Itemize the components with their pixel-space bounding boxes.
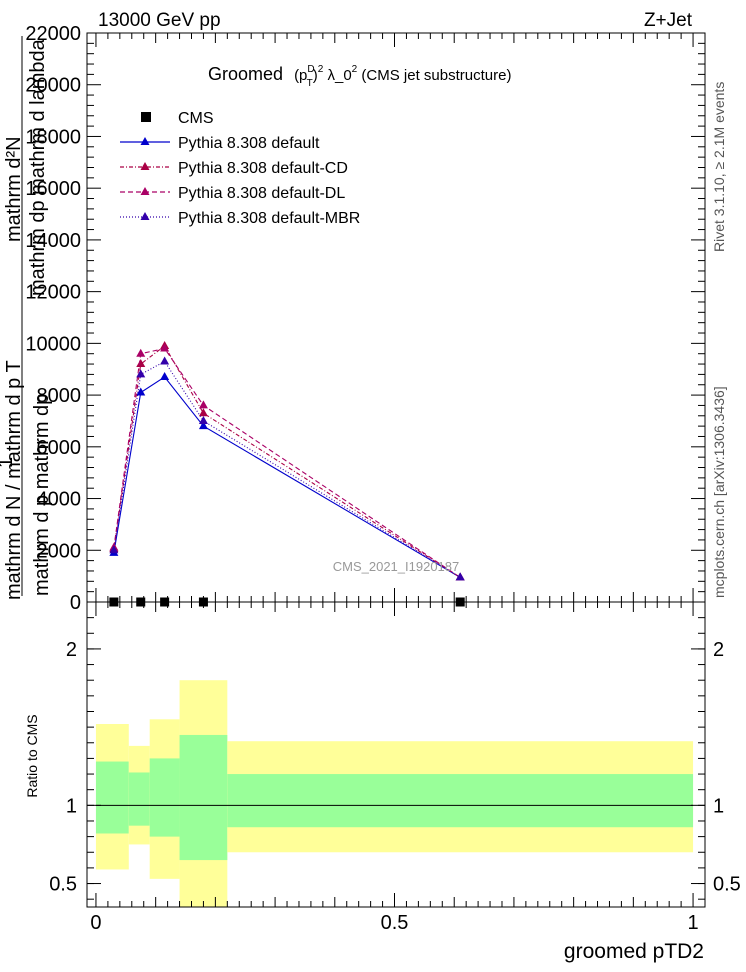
series-marker: [198, 408, 208, 417]
y-tick-label: 0: [70, 592, 81, 614]
ratio-y-label: Ratio to CMS: [24, 714, 40, 797]
title-sup: D: [307, 64, 314, 75]
title-rest: ): [313, 67, 318, 84]
ratio-y-tick-label-right: 2: [713, 639, 724, 661]
legend-marker-cms: [141, 112, 151, 122]
ratio-y-tick-label-right: 1: [713, 795, 724, 817]
main-y-label: mathrm d N / mathrm d p T mathrm d p mat…: [0, 36, 53, 600]
y-tick-label: 6000: [37, 437, 82, 459]
y-tick-label: 22000: [25, 23, 81, 45]
analysis-watermark: CMS_2021_I1920187: [333, 559, 460, 574]
series-marker: [160, 371, 170, 380]
y-tick-label: 12000: [25, 282, 81, 304]
main-curves: [109, 340, 465, 581]
y-tick-label: 14000: [25, 230, 81, 252]
ratio-y-tick-label-right: 0.5: [713, 874, 741, 896]
series-marker: [136, 369, 146, 378]
ylabel-part-5: mathrm dp mathrm d lambda: [27, 38, 49, 296]
legend-label: Pythia 8.308 default-CD: [178, 160, 348, 177]
x-tick-label: 1: [687, 912, 698, 934]
ylabel-part-3: 1: [0, 457, 17, 468]
title-tail: (CMS jet substructure): [357, 67, 511, 84]
title-lambda: λ_0: [323, 67, 351, 84]
x-axis-label: groomed pTD2: [564, 940, 704, 963]
legend-marker: [140, 212, 150, 220]
y-tick-label: 10000: [25, 333, 81, 355]
ratio-frame: [86, 601, 706, 908]
x-tick-label: 0: [90, 912, 101, 934]
series-marker: [109, 545, 119, 554]
title-main: Groomed: [208, 64, 283, 84]
series-marker: [198, 421, 208, 430]
series-marker: [198, 415, 208, 424]
legend-label: CMS: [178, 110, 214, 127]
series-marker: [136, 387, 146, 396]
y-tick-label: 18000: [25, 126, 81, 148]
y-tick-label: 4000: [37, 489, 82, 511]
series-marker: [136, 348, 146, 357]
legend-marker: [140, 137, 150, 145]
ylabel-part-1: mathrm d N / mathrm d p T: [3, 360, 25, 600]
ratio-panel: 2 2 1 1 0.5 0.5 0 0.5 1 Ratio to CMS groomed pTD…: [24, 601, 741, 963]
y-tick-label: 20000: [25, 75, 81, 97]
title-formula: (p: [294, 67, 307, 84]
ratio-bands: [95, 680, 694, 907]
ylabel-part-2: mathrm d p mathrm dp: [31, 394, 53, 596]
series-line: [113, 347, 461, 578]
legend: CMS Pythia 8.308 default Pythia 8.308 defa…: [120, 110, 360, 227]
series-marker: [455, 572, 465, 581]
legend-label: Pythia 8.308 default-MBR: [178, 210, 360, 227]
y-tick-label: 16000: [25, 178, 81, 200]
main-panel: 2200020000180001600014000120001000080006…: [25, 23, 706, 614]
series-line: [113, 345, 461, 578]
ratio-stat-band: [227, 774, 694, 828]
ratio-y-tick-label: 0.5: [49, 874, 77, 896]
ratio-y-tick-label: 1: [66, 795, 77, 817]
title-exp2: 2: [352, 64, 358, 75]
ratio-y-tick-label: 2: [66, 639, 77, 661]
rivet-label: Rivet 3.1.10, ≥ 2.1M events: [711, 82, 727, 252]
y-tick-label: 8000: [37, 385, 82, 407]
ratio-stat-band: [149, 758, 180, 837]
mcplots-label: mcplots.cern.ch [arXiv:1306.3436]: [711, 386, 727, 598]
x-tick-label: 0.5: [381, 912, 409, 934]
main-y-ticks: 2200020000180001600014000120001000080006…: [25, 23, 705, 614]
ylabel-part-4: mathrm d²N: [3, 136, 25, 242]
series-line: [113, 376, 461, 578]
header-process: Z+Jet: [644, 10, 693, 31]
legend-label: Pythia 8.308 default-DL: [178, 185, 345, 202]
series-marker: [160, 343, 170, 352]
ratio-stat-band: [128, 772, 150, 826]
series-marker: [136, 359, 146, 368]
legend-marker: [140, 162, 150, 170]
legend-marker: [140, 187, 150, 195]
ratio-ticks: 2 2 1 1 0.5 0.5 0 0.5 1: [49, 602, 741, 934]
chart-title: Groomed (pD T)2 λ_02 (CMS jet substructur…: [208, 64, 511, 89]
series-marker: [198, 400, 208, 409]
main-x-ticks: [95, 33, 694, 602]
header-energy: 13000 GeV pp: [98, 10, 221, 31]
series-line: [113, 360, 461, 578]
series-marker: [160, 356, 170, 365]
ratio-stat-band: [179, 734, 228, 861]
y-tick-label: 2000: [37, 540, 82, 562]
ratio-stat-band: [95, 761, 129, 834]
title-exp: 2: [318, 64, 324, 75]
svg-text:Groomed (pDT)2 λ_02 (C: Groomed (pD T)2 λ_02 (CMS jet substructur…: [208, 64, 511, 89]
title-sub: T: [307, 78, 313, 89]
legend-label: Pythia 8.308 default: [178, 135, 320, 152]
